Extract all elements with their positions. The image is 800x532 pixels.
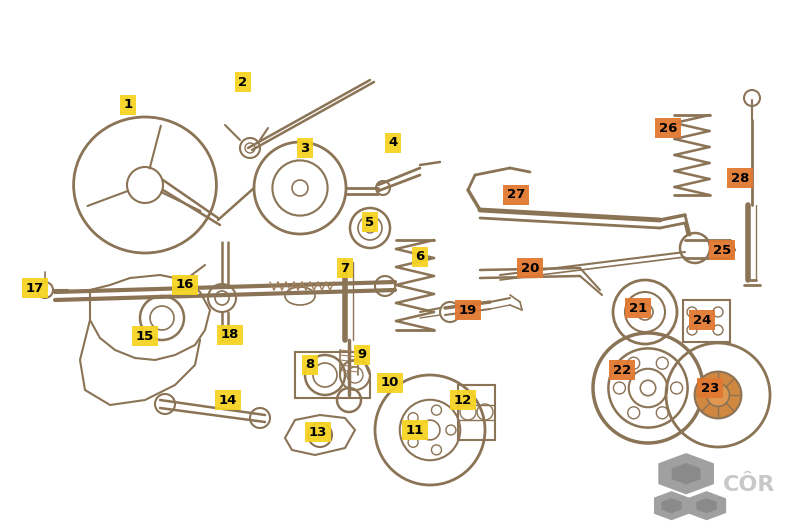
Text: 3: 3 <box>300 142 310 154</box>
Text: 23: 23 <box>701 381 719 395</box>
Text: 13: 13 <box>309 426 327 438</box>
Text: 17: 17 <box>26 281 44 295</box>
Polygon shape <box>652 491 691 520</box>
Text: 20: 20 <box>521 262 539 275</box>
Text: CÔR: CÔR <box>722 475 775 495</box>
Text: 26: 26 <box>659 121 677 135</box>
Text: 9: 9 <box>358 348 366 362</box>
Text: 4: 4 <box>388 137 398 149</box>
Text: 18: 18 <box>221 328 239 342</box>
Text: 11: 11 <box>406 423 424 436</box>
Polygon shape <box>662 498 682 513</box>
Polygon shape <box>672 463 701 485</box>
Text: 6: 6 <box>415 251 425 263</box>
Text: 2: 2 <box>238 76 247 88</box>
Text: 15: 15 <box>136 329 154 343</box>
Text: 12: 12 <box>454 394 472 406</box>
Text: 1: 1 <box>123 98 133 112</box>
Text: 27: 27 <box>507 188 525 202</box>
Text: 7: 7 <box>341 262 350 275</box>
Text: 28: 28 <box>731 171 749 185</box>
Text: 8: 8 <box>306 359 314 371</box>
Text: 5: 5 <box>366 215 374 229</box>
Circle shape <box>706 384 730 406</box>
Text: 24: 24 <box>693 313 711 327</box>
Text: 19: 19 <box>459 303 477 317</box>
Text: 21: 21 <box>629 302 647 314</box>
Text: 16: 16 <box>176 278 194 292</box>
Polygon shape <box>687 491 726 520</box>
Text: 25: 25 <box>713 244 731 256</box>
Text: 22: 22 <box>613 363 631 377</box>
Polygon shape <box>696 498 717 513</box>
Text: 14: 14 <box>219 394 237 406</box>
Polygon shape <box>658 453 714 494</box>
Circle shape <box>694 371 742 418</box>
Text: 10: 10 <box>381 377 399 389</box>
